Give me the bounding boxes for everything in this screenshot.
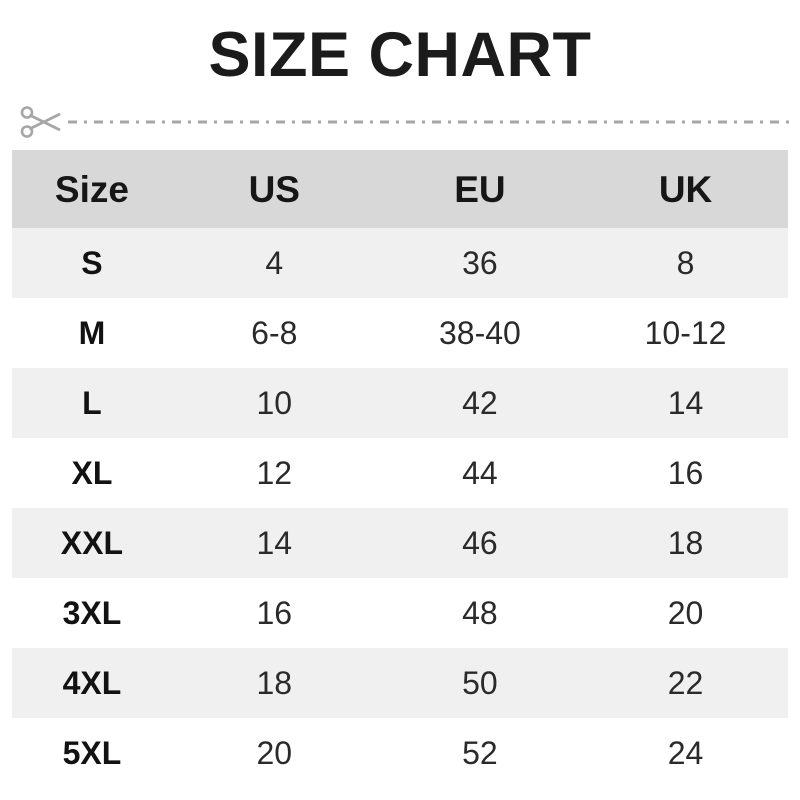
table-header-row: Size US EU UK	[12, 150, 788, 228]
us-value: 18	[256, 665, 293, 701]
uk-value: 24	[667, 735, 704, 771]
us-value: 14	[256, 525, 293, 561]
us-value: 16	[256, 595, 293, 631]
table-row-m: M 6-8 38-40 10-12	[12, 298, 788, 368]
size-label: 3XL	[62, 595, 122, 631]
uk-value: 16	[667, 455, 704, 491]
column-header-size: Size	[54, 168, 129, 210]
dashed-cut-line	[68, 120, 790, 124]
uk-value: 14	[667, 385, 704, 421]
size-table: Size US EU UK S 4 36 8 M 6-8 38-40 10-12…	[12, 150, 788, 788]
eu-value: 44	[462, 455, 498, 491]
column-header-us: US	[248, 168, 300, 210]
eu-value: 38-40	[438, 315, 521, 351]
eu-value: 48	[462, 595, 498, 631]
table-row-l: L 10 42 14	[12, 368, 788, 438]
size-label: S	[81, 245, 103, 281]
scissors-icon	[20, 106, 61, 138]
eu-value: 36	[462, 245, 498, 281]
uk-value: 22	[667, 665, 704, 701]
table-row-4xl: 4XL 18 50 22	[12, 648, 788, 718]
table-row-xxl: XXL 14 46 18	[12, 508, 788, 578]
table-row-s: S 4 36 8	[12, 228, 788, 298]
page-title: SIZE CHART	[208, 20, 592, 90]
column-header-uk: UK	[658, 168, 713, 210]
uk-value: 10-12	[644, 315, 727, 351]
eu-value: 42	[462, 385, 498, 421]
us-value: 20	[256, 735, 293, 771]
uk-value: 20	[667, 595, 704, 631]
eu-value: 52	[462, 735, 498, 771]
size-label: 4XL	[62, 665, 122, 701]
column-header-eu: EU	[454, 168, 506, 210]
eu-value: 50	[462, 665, 498, 701]
us-value: 4	[265, 245, 284, 281]
us-value: 10	[256, 385, 293, 421]
size-label: XL	[71, 455, 113, 491]
size-label: M	[78, 315, 106, 351]
eu-value: 46	[462, 525, 498, 561]
uk-value: 8	[676, 245, 695, 281]
cut-line	[20, 101, 790, 143]
size-label: 5XL	[62, 735, 122, 771]
table-row-3xl: 3XL 16 48 20	[12, 578, 788, 648]
us-value: 12	[256, 455, 293, 491]
us-value: 6-8	[251, 315, 298, 351]
size-label: XXL	[60, 525, 124, 561]
uk-value: 18	[667, 525, 704, 561]
size-label: L	[82, 385, 102, 421]
table-row-xl: XL 12 44 16	[12, 438, 788, 508]
table-row-5xl: 5XL 20 52 24	[12, 718, 788, 788]
